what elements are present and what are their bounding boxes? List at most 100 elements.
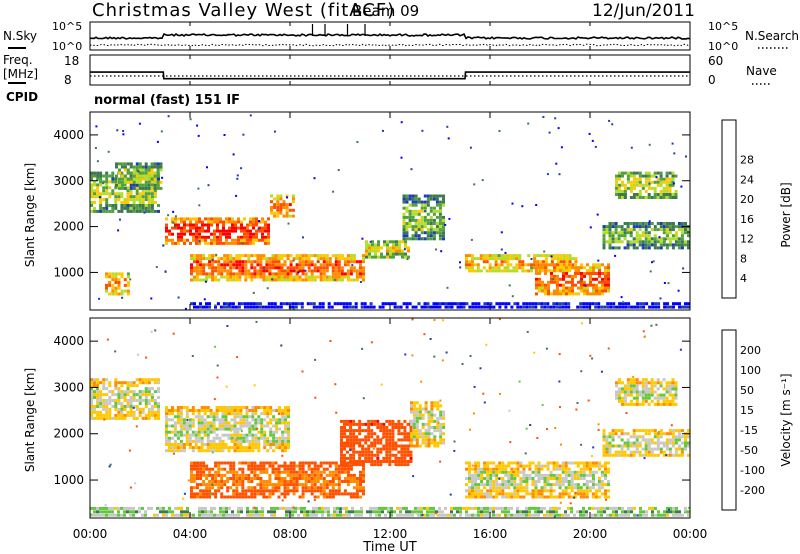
data-cell — [279, 206, 283, 209]
data-cell — [269, 427, 273, 431]
data-cell — [132, 195, 136, 199]
data-cell — [429, 209, 433, 213]
data-cell — [141, 506, 144, 510]
data-cell — [468, 464, 471, 468]
data-cell — [144, 381, 148, 385]
data-cell — [307, 461, 311, 465]
data-cell — [647, 450, 651, 454]
data-cell — [576, 305, 580, 309]
data-cell — [129, 192, 133, 196]
data-cell — [108, 402, 112, 405]
data-cell — [538, 283, 541, 287]
data-cell — [391, 432, 395, 436]
data-cell — [650, 237, 654, 241]
data-cell — [123, 198, 127, 202]
data-cell — [202, 483, 206, 487]
data-cell — [588, 489, 592, 493]
data-cell — [392, 243, 395, 247]
data-cell — [359, 266, 362, 270]
data-cell — [298, 266, 302, 270]
data-cell — [176, 409, 180, 412]
data-cell — [221, 427, 225, 431]
data-cell — [647, 402, 651, 406]
data-cell — [123, 289, 127, 293]
data-cell — [111, 399, 115, 402]
data-cell — [259, 257, 263, 261]
data-cell — [214, 275, 218, 279]
data-cell — [564, 467, 568, 471]
data-cell — [225, 229, 228, 233]
data-cell — [364, 447, 368, 451]
data-cell — [436, 419, 440, 423]
data-cell — [352, 492, 356, 496]
data-cell — [427, 444, 431, 448]
data-cell — [90, 171, 93, 175]
data-cell — [626, 402, 630, 406]
data-cell — [183, 220, 186, 224]
data-cell — [632, 240, 636, 244]
data-cell — [310, 477, 314, 480]
data-cell — [197, 412, 201, 416]
data-cell — [504, 473, 508, 477]
data-cell — [644, 246, 648, 250]
data-cell — [262, 480, 266, 483]
data-cell — [190, 489, 193, 493]
data-cell — [429, 194, 433, 198]
data-cell — [498, 305, 502, 309]
data-cell — [618, 193, 621, 196]
data-cell — [249, 220, 252, 224]
data-cell — [635, 237, 639, 241]
data-cell — [430, 432, 434, 436]
data-cell — [550, 292, 553, 296]
data-cell — [417, 234, 421, 238]
data-cell — [269, 412, 273, 416]
data-cell — [476, 269, 480, 273]
data-cell — [650, 447, 654, 451]
data-cell — [411, 215, 415, 219]
data-cell — [205, 272, 209, 276]
data-cell — [677, 237, 681, 241]
data-cell — [671, 174, 675, 178]
data-cell — [415, 444, 419, 448]
data-cell — [429, 305, 433, 309]
data-cell — [537, 467, 541, 471]
data-cell — [235, 257, 239, 261]
data-cell — [611, 234, 615, 238]
data-cell — [402, 212, 406, 216]
data-cell — [199, 269, 203, 273]
data-cell — [165, 415, 168, 419]
data-cell — [379, 429, 383, 433]
data-cell — [379, 447, 383, 451]
data-cell — [608, 240, 612, 244]
data-cell — [549, 473, 553, 477]
data-cell — [429, 215, 433, 219]
data-cell — [604, 266, 607, 270]
data-cell — [201, 226, 204, 230]
data-cell — [585, 495, 589, 499]
data-cell — [117, 183, 121, 187]
data-cell — [552, 461, 556, 465]
data-cell — [188, 427, 192, 431]
data-cell — [220, 269, 224, 273]
data-cell — [196, 473, 199, 477]
data-cell — [307, 260, 311, 264]
data-cell — [205, 275, 209, 279]
data-cell — [237, 220, 240, 224]
data-cell — [120, 180, 124, 184]
data-cell — [283, 483, 287, 487]
data-cell — [102, 174, 106, 178]
data-cell — [477, 492, 481, 496]
data-cell — [123, 513, 126, 517]
data-cell — [105, 289, 108, 293]
data-cell — [251, 433, 255, 437]
data-cell — [292, 464, 296, 468]
data-cell — [173, 433, 177, 437]
data-cell — [477, 486, 481, 490]
y-tick-label: 2000 — [53, 220, 84, 234]
data-cell — [214, 492, 218, 496]
data-cell — [261, 305, 265, 309]
data-cell — [262, 257, 266, 261]
data-cell — [611, 444, 615, 448]
data-cell — [248, 424, 252, 428]
data-cell — [176, 406, 180, 409]
